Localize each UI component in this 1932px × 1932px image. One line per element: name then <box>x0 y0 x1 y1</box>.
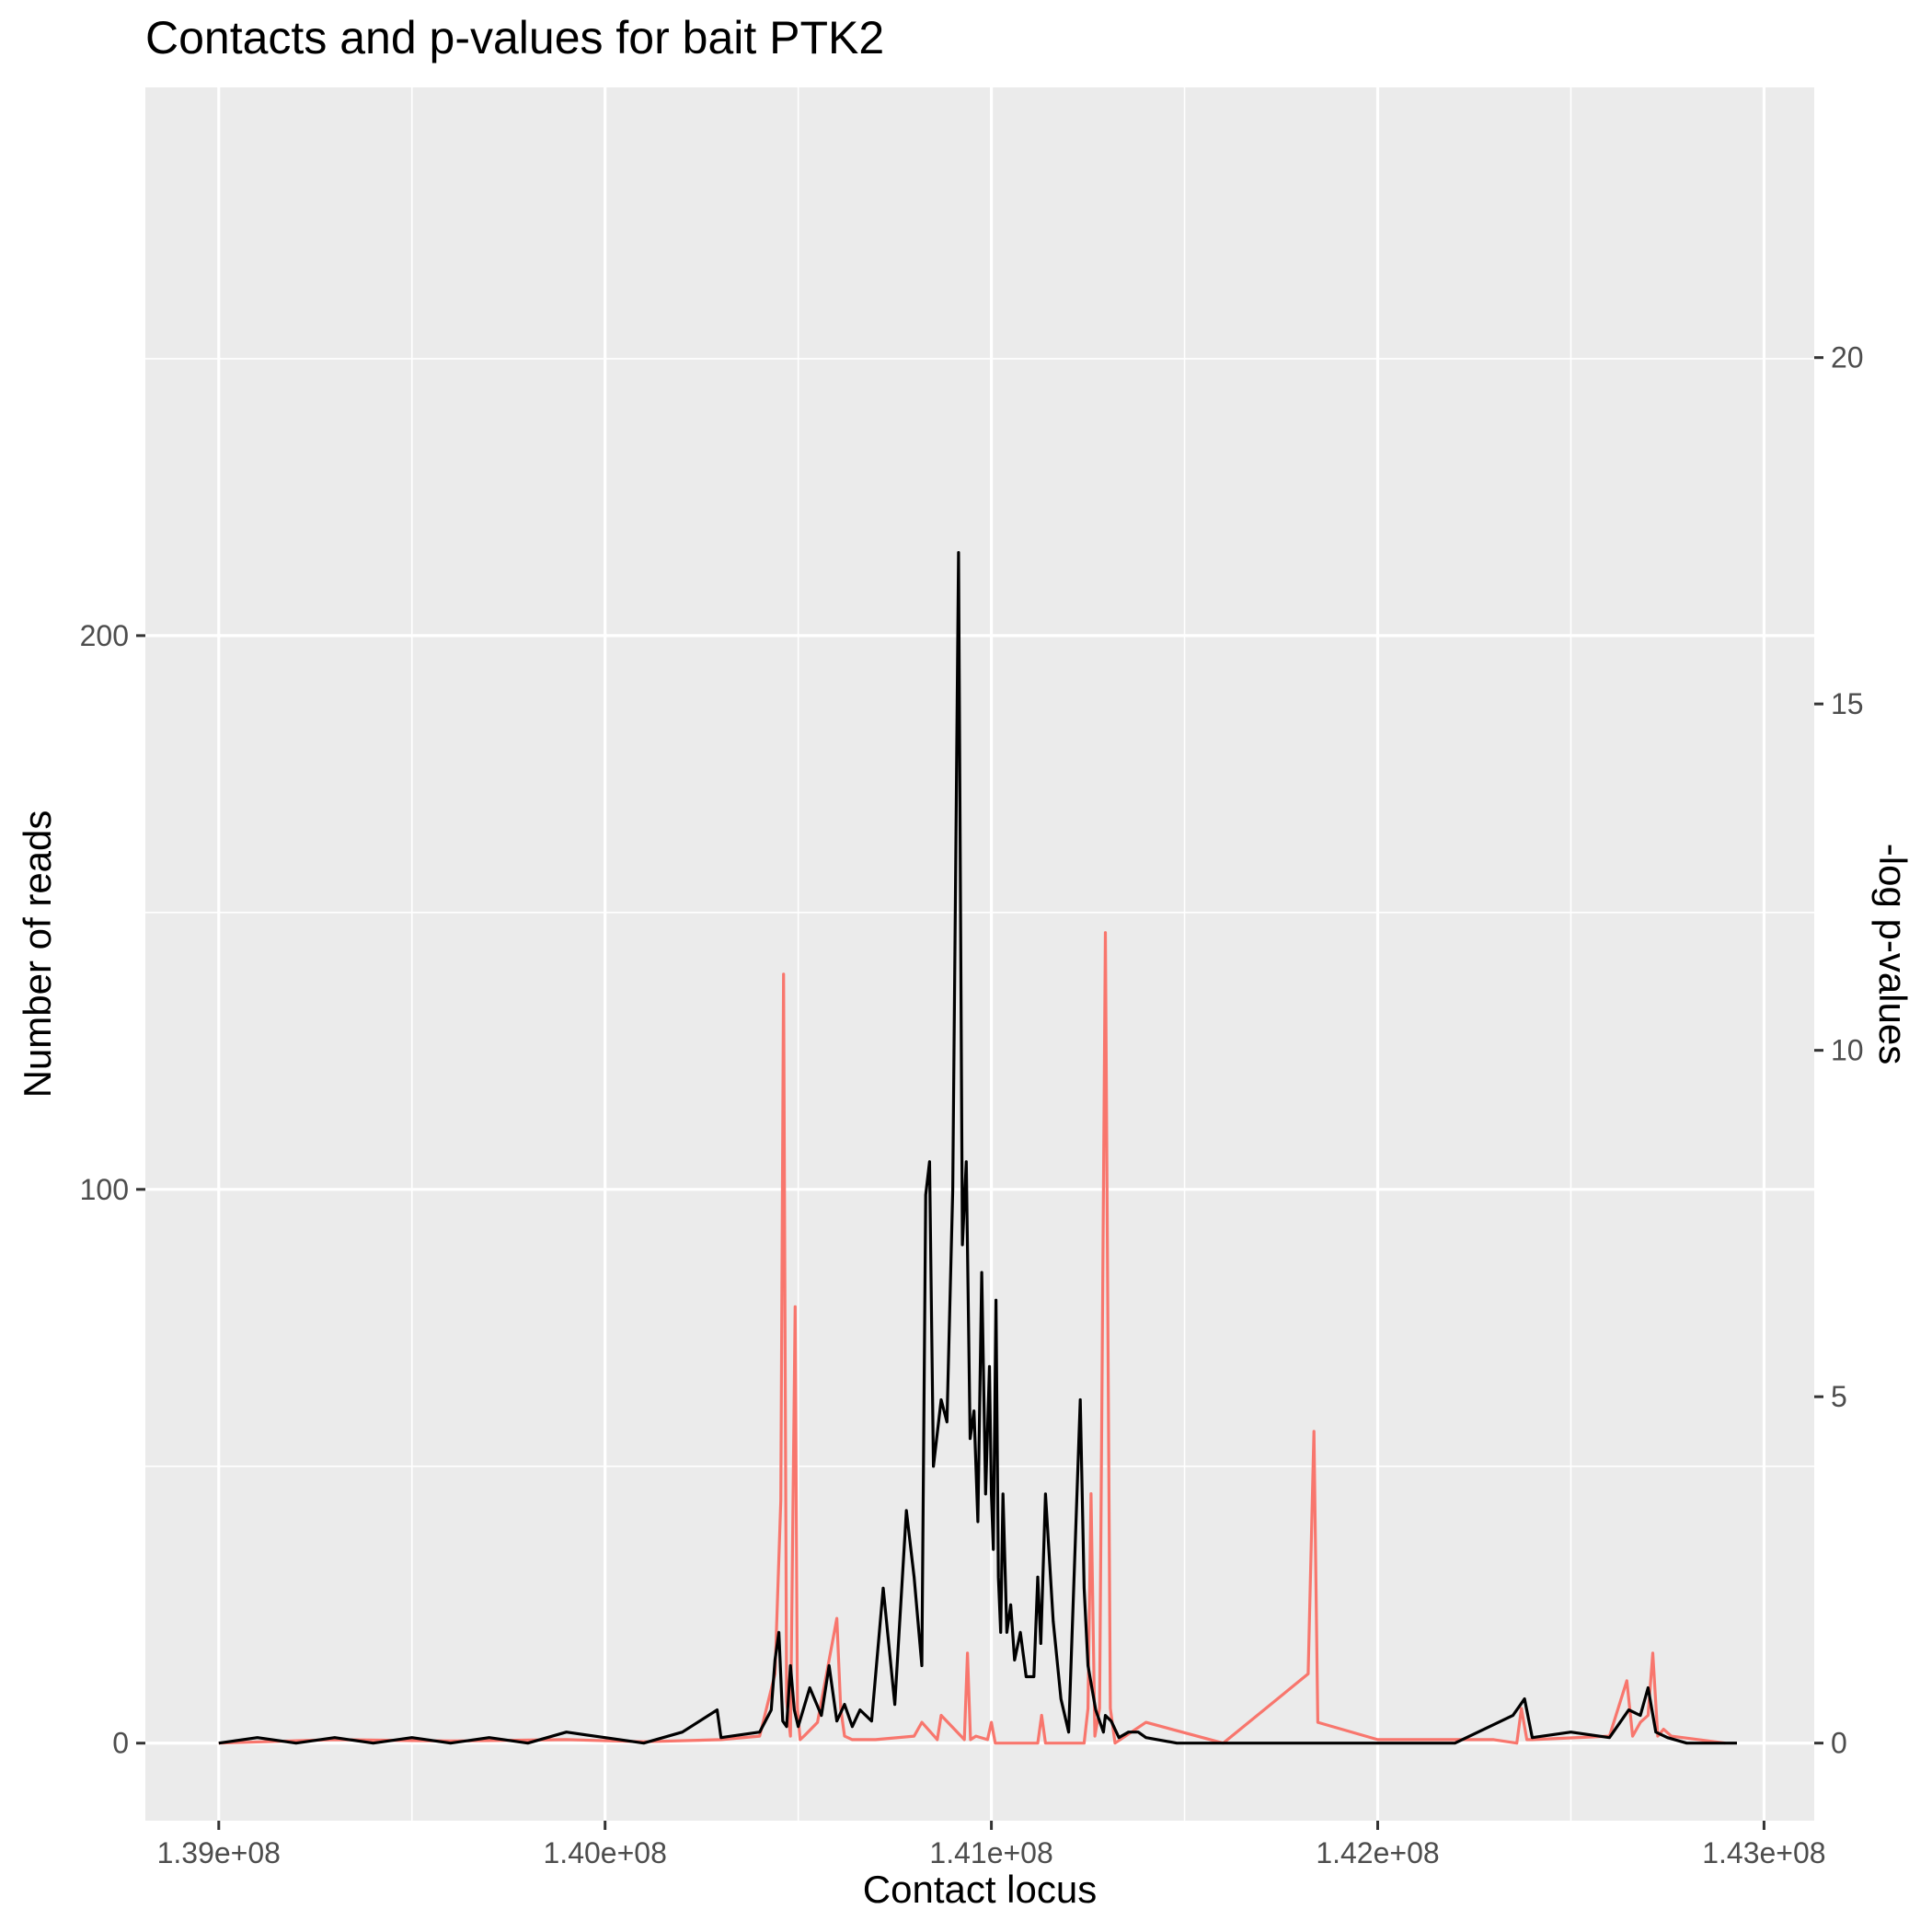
y2-tick-label: 5 <box>1831 1380 1847 1413</box>
x-axis: 1.39e+08 1.40e+08 1.41e+08 1.42e+08 1.43e+08 <box>157 1821 1826 1869</box>
x-tick-label: 1.42e+08 <box>1316 1836 1439 1869</box>
x-tick-label: 1.41e+08 <box>929 1836 1052 1869</box>
y-tick-label: 0 <box>112 1727 129 1760</box>
series-line-pvalues <box>218 931 1726 1745</box>
y-axis-left: 0 100 200 <box>80 619 145 1760</box>
y2-tick-label: 15 <box>1831 687 1864 720</box>
y-axis-right: 0 5 10 15 20 <box>1814 341 1864 1760</box>
series-line-reads <box>218 550 1737 1745</box>
y-tick-label: 200 <box>80 619 129 652</box>
x-axis-title: Contact locus <box>863 1868 1097 1911</box>
y2-tick-label: 20 <box>1831 341 1864 374</box>
x-tick-label: 1.40e+08 <box>544 1836 667 1869</box>
chart-title: Contacts and p-values for bait PTK2 <box>145 12 884 63</box>
x-tick-label: 1.39e+08 <box>157 1836 281 1869</box>
series-layer <box>218 550 1737 1745</box>
plot-panel <box>145 87 1814 1821</box>
y2-axis-title: -log p-values <box>1871 844 1915 1064</box>
x-tick-label: 1.43e+08 <box>1702 1836 1825 1869</box>
y2-tick-label: 0 <box>1831 1727 1847 1760</box>
y-tick-label: 100 <box>80 1173 129 1206</box>
y-axis-title: Number of reads <box>16 811 59 1098</box>
y2-tick-label: 10 <box>1831 1034 1864 1067</box>
